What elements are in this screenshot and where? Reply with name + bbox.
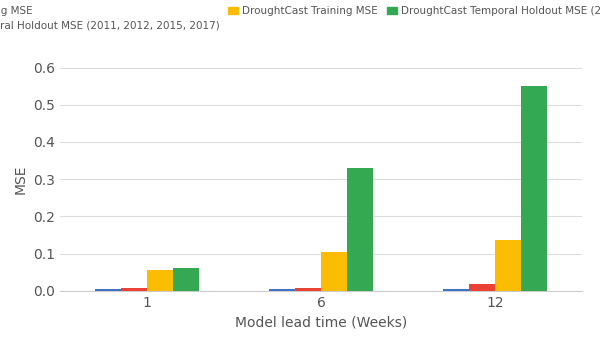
Bar — [295, 288, 321, 291]
Bar — [269, 289, 295, 291]
Legend: Training MSE, Temporal Holdout MSE (2011, 2012, 2015, 2017), DroughtCast Trainin: Training MSE, Temporal Holdout MSE (2011… — [0, 6, 600, 31]
Bar — [495, 241, 521, 291]
Bar — [443, 289, 469, 291]
Y-axis label: MSE: MSE — [14, 164, 28, 194]
Bar — [147, 270, 173, 291]
Bar — [347, 168, 373, 291]
Bar — [521, 86, 547, 291]
Bar — [121, 288, 147, 291]
Bar — [95, 289, 121, 291]
Bar — [321, 251, 347, 291]
X-axis label: Model lead time (Weeks): Model lead time (Weeks) — [235, 315, 407, 329]
Bar — [173, 268, 199, 291]
Bar — [469, 284, 495, 291]
